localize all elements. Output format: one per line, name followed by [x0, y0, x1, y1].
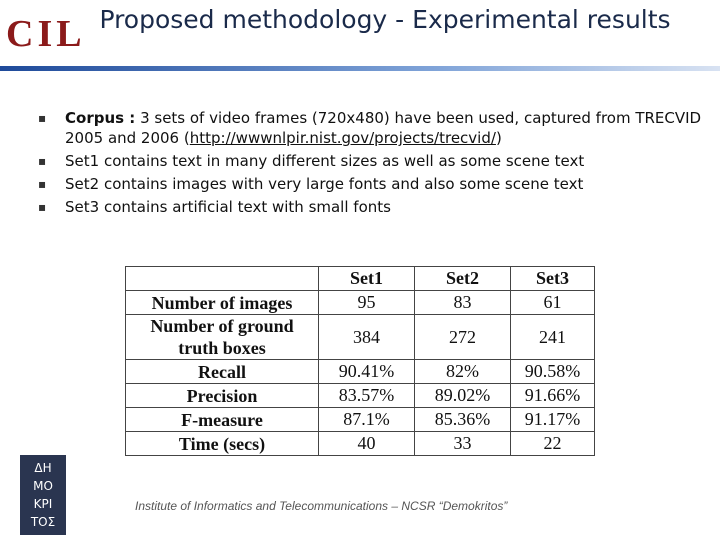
table-row: Time (secs) 40 33 22: [125, 431, 595, 456]
cell: 83.57%: [318, 383, 415, 408]
cell: 90.58%: [510, 359, 595, 384]
bullet-label: Corpus :: [65, 109, 136, 127]
bullet-item: Set3 contains artificial text with small…: [38, 197, 708, 217]
footer-text: Institute of Informatics and Telecommuni…: [135, 499, 508, 513]
header-row: Set1 Set2 Set3: [125, 266, 595, 291]
header-cell: Set2: [414, 266, 511, 291]
bullet-item: Set1 contains text in many different siz…: [38, 151, 708, 171]
cell: 40: [318, 431, 415, 456]
table-row: Number of ground truth boxes 384 272 241: [125, 314, 595, 360]
institute-logo: ΔΗ ΜΟ ΚΡΙ ΤΟΣ: [20, 455, 66, 535]
bullet-text: Set2 contains images with very large fon…: [65, 175, 584, 193]
bullet-text: Set3 contains artificial text with small…: [65, 198, 391, 216]
cell: 83: [414, 290, 511, 315]
header-cell: Set1: [318, 266, 415, 291]
slide-title: Proposed methodology - Experimental resu…: [99, 5, 671, 34]
cell: 33: [414, 431, 511, 456]
bullet-text: Set1 contains text in many different siz…: [65, 152, 585, 170]
row-label: Number of images: [125, 290, 319, 315]
logo: CIL: [6, 13, 86, 55]
table-row: Number of images 95 83 61: [125, 290, 595, 315]
table-row: Precision 83.57% 89.02% 91.66%: [125, 383, 595, 408]
cell: 89.02%: [414, 383, 511, 408]
row-label: Number of ground truth boxes: [125, 314, 319, 360]
cell: 82%: [414, 359, 511, 384]
cell: 91.17%: [510, 407, 595, 432]
cell: 241: [510, 314, 595, 360]
cell: 87.1%: [318, 407, 415, 432]
row-label: Time (secs): [125, 431, 319, 456]
bullet-item: Set2 contains images with very large fon…: [38, 174, 708, 194]
bullet-text: 3 sets of video frames (720x480) have be…: [65, 109, 702, 147]
cell: 384: [318, 314, 415, 360]
cell: 61: [510, 290, 595, 315]
cell: 272: [414, 314, 511, 360]
cell: 91.66%: [510, 383, 595, 408]
bullet-list: Corpus : 3 sets of video frames (720x480…: [38, 108, 708, 220]
cell: 22: [510, 431, 595, 456]
results-table: Set1 Set2 Set3 Number of images 95 83 61 Number…: [125, 266, 595, 456]
logo-letters: ΚΡΙ: [33, 497, 53, 511]
logo-letters: ΜΟ: [33, 479, 53, 493]
cell: 95: [318, 290, 415, 315]
cell: 90.41%: [318, 359, 415, 384]
bullet-text: ): [495, 129, 502, 147]
bullet-item: Corpus : 3 sets of video frames (720x480…: [38, 108, 708, 148]
row-label: Recall: [125, 359, 319, 384]
link[interactable]: http://wwwnlpir.nist.gov/projects/trecvi…: [189, 129, 496, 147]
title-band: [0, 66, 720, 71]
cell: 85.36%: [414, 407, 511, 432]
header-cell: [125, 266, 319, 291]
header-cell: Set3: [510, 266, 595, 291]
table-row: F-measure 87.1% 85.36% 91.17%: [125, 407, 595, 432]
logo-letters: ΤΟΣ: [30, 515, 56, 529]
row-label: F-measure: [125, 407, 319, 432]
table-row: Recall 90.41% 82% 90.58%: [125, 359, 595, 384]
logo-letters: ΔΗ: [34, 461, 52, 475]
row-label: Precision: [125, 383, 319, 408]
